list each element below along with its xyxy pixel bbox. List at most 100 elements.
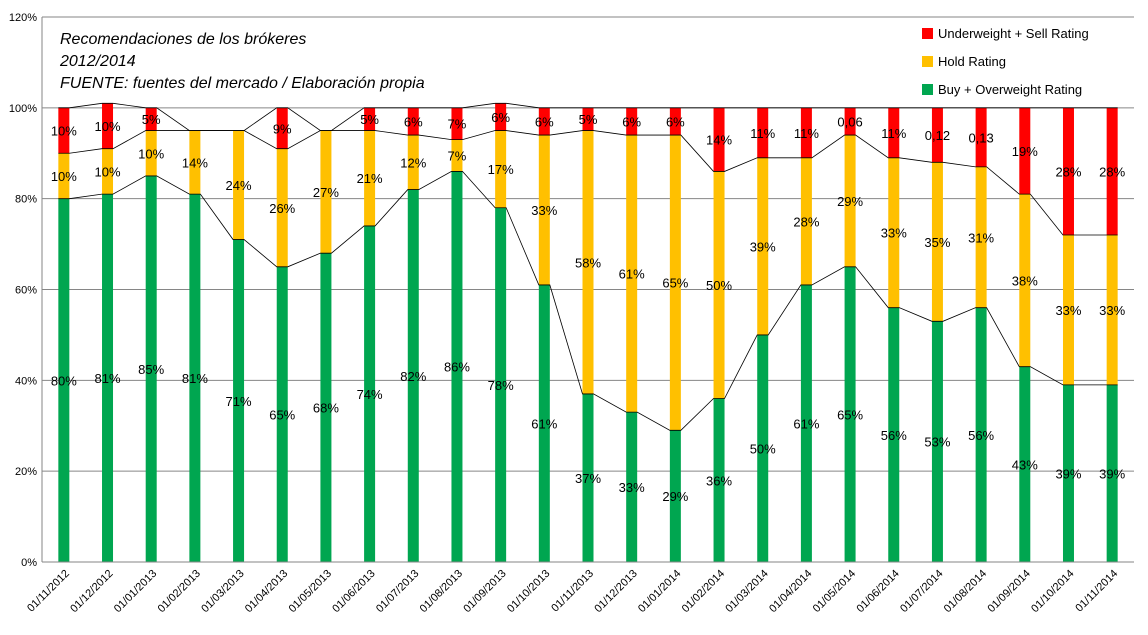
bar-underweight-sell-rating-18 <box>844 107 856 136</box>
data-label: 80% <box>51 373 77 388</box>
bar-hold-rating-6 <box>320 130 332 254</box>
bar-underweight-sell-rating-14 <box>669 107 681 136</box>
y-tick-label: 40% <box>15 375 37 387</box>
data-label: 33% <box>1055 303 1081 318</box>
bar-underweight-sell-rating-24 <box>1106 107 1118 235</box>
data-label: 9% <box>273 121 292 136</box>
data-label: 82% <box>400 369 426 384</box>
data-label: 10% <box>138 146 164 161</box>
bar-hold-rating-14 <box>669 135 681 431</box>
data-label: 39% <box>1055 466 1081 481</box>
x-tick-label: 01/12/2012 <box>68 568 115 615</box>
chart-title: Recomendaciones de los brókeres 2012/201… <box>59 31 425 92</box>
x-tick-label: 01/05/2013 <box>287 568 334 615</box>
bar-hold-rating-9 <box>451 139 463 172</box>
data-label: 85% <box>138 362 164 377</box>
data-label: 6% <box>666 114 685 129</box>
data-label: 10% <box>95 119 121 134</box>
legend-swatch <box>922 56 933 67</box>
bar-underweight-sell-rating-15 <box>713 107 725 172</box>
bar-underweight-sell-rating-1 <box>102 103 114 149</box>
x-tick-label: 01/08/2014 <box>942 568 989 615</box>
x-tick-label: 01/02/2013 <box>156 568 203 615</box>
bar-hold-rating-12 <box>582 130 594 394</box>
bar-hold-rating-22 <box>1019 194 1031 367</box>
bar-buy-overweight-rating-9 <box>451 171 463 562</box>
bar-underweight-sell-rating-0 <box>58 107 70 154</box>
bar-buy-overweight-rating-2 <box>145 175 157 563</box>
x-tick-label: 01/07/2013 <box>374 568 421 615</box>
x-tick-label: 01/03/2014 <box>723 568 770 615</box>
data-label: 53% <box>924 435 950 450</box>
data-label: 33% <box>619 480 645 495</box>
series-connector-lines <box>58 102 1118 431</box>
x-tick-label: 01/10/2014 <box>1029 568 1076 615</box>
bar-hold-rating-4 <box>233 130 245 240</box>
bar-underweight-sell-rating-8 <box>407 107 419 136</box>
legend-label: Buy + Overweight Rating <box>938 82 1082 97</box>
bar-buy-overweight-rating-3 <box>189 194 201 562</box>
data-label: 65% <box>662 276 688 291</box>
bar-buy-overweight-rating-8 <box>407 189 419 563</box>
bar-hold-rating-1 <box>102 148 114 195</box>
bar-hold-rating-13 <box>626 135 638 413</box>
data-label: 50% <box>706 278 732 293</box>
data-label: 65% <box>837 407 863 422</box>
bar-buy-overweight-rating-19 <box>888 307 900 562</box>
legend-swatch <box>922 28 933 39</box>
bar-hold-rating-5 <box>276 148 288 267</box>
y-axis: 0% 20% 40% 60% 80% 100% 120% <box>9 12 43 569</box>
data-label: 78% <box>488 378 514 393</box>
bar-hold-rating-16 <box>757 157 769 335</box>
bar-hold-rating-11 <box>538 135 550 285</box>
data-label: 33% <box>531 203 557 218</box>
data-label: 74% <box>357 387 383 402</box>
bar-buy-overweight-rating-16 <box>757 334 769 562</box>
bar-buy-overweight-rating-22 <box>1019 366 1031 562</box>
x-tick-label: 01/11/2014 <box>1073 568 1120 615</box>
bar-underweight-sell-rating-22 <box>1019 107 1031 195</box>
data-label: 29% <box>662 489 688 504</box>
x-tick-label: 01/01/2013 <box>112 568 159 615</box>
bar-underweight-sell-rating-11 <box>538 107 550 136</box>
x-tick-label: 01/09/2013 <box>461 568 508 615</box>
data-label: 0,13 <box>968 130 993 145</box>
data-label: 0,06 <box>837 114 862 129</box>
bar-hold-rating-2 <box>145 130 157 176</box>
y-tick-label: 80% <box>15 194 37 206</box>
x-tick-label: 01/10/2013 <box>505 568 552 615</box>
legend-label: Hold Rating <box>938 54 1006 69</box>
y-tick-label: 20% <box>15 466 37 478</box>
bar-hold-rating-15 <box>713 171 725 399</box>
data-label: 6% <box>491 110 510 125</box>
bar-buy-overweight-rating-10 <box>495 207 507 562</box>
data-label: 26% <box>269 201 295 216</box>
data-label: 10% <box>51 169 77 184</box>
data-label: 39% <box>750 239 776 254</box>
bar-buy-overweight-rating-11 <box>538 284 550 562</box>
bars <box>58 103 1118 563</box>
x-tick-label: 01/01/2014 <box>636 568 683 615</box>
data-label: 27% <box>313 185 339 200</box>
bar-hold-rating-24 <box>1106 235 1118 385</box>
title-line-1: Recomendaciones de los brókeres <box>60 31 306 48</box>
bar-hold-rating-3 <box>189 130 201 195</box>
bar-buy-overweight-rating-20 <box>931 321 943 562</box>
data-label: 39% <box>1099 466 1125 481</box>
data-label: 11% <box>794 126 819 141</box>
bar-buy-overweight-rating-15 <box>713 398 725 562</box>
data-label: 43% <box>1012 457 1038 472</box>
bar-buy-overweight-rating-12 <box>582 393 594 562</box>
connector-line-0 <box>58 171 1118 431</box>
x-tick-label: 01/02/2014 <box>680 568 727 615</box>
data-label: 5% <box>142 112 161 127</box>
data-label: 7% <box>448 117 467 132</box>
x-tick-label: 01/06/2014 <box>854 568 901 615</box>
data-label: 35% <box>924 235 950 250</box>
bar-buy-overweight-rating-7 <box>364 225 376 562</box>
data-label: 61% <box>619 267 645 282</box>
data-label: 28% <box>1055 164 1081 179</box>
bar-underweight-sell-rating-20 <box>931 107 943 163</box>
bar-underweight-sell-rating-21 <box>975 107 987 167</box>
